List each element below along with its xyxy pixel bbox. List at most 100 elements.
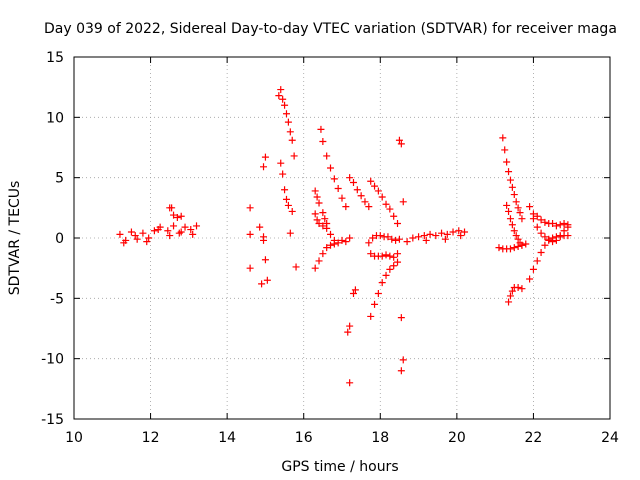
data-point — [177, 212, 185, 220]
data-point — [518, 241, 526, 249]
data-point — [346, 322, 354, 330]
data-point — [378, 279, 386, 287]
series-arc-17-75-18-4 — [367, 177, 402, 228]
chart-title: Day 039 of 2022, Sidereal Day-to-day VTE… — [44, 21, 617, 37]
data-point — [164, 227, 172, 235]
data-point — [374, 290, 382, 298]
data-point — [518, 285, 526, 293]
data-point — [282, 110, 290, 118]
data-point — [315, 220, 323, 228]
data-point — [120, 239, 128, 247]
x-tick-label: 20 — [448, 430, 466, 446]
series-arc-17-75-18-45-flat — [367, 250, 402, 261]
series-arc-17-7-18-4-low — [367, 258, 402, 320]
data-point — [495, 244, 503, 252]
data-point — [344, 328, 352, 336]
series-scatter-14-6-15-1 — [246, 153, 271, 288]
data-point — [346, 174, 354, 182]
data-point — [315, 257, 323, 265]
x-tick-label: 16 — [295, 430, 313, 446]
data-point — [386, 265, 394, 273]
data-point — [246, 204, 254, 212]
data-point — [150, 227, 158, 235]
series-scatter-17-1-17-4 — [344, 286, 359, 387]
data-point — [133, 235, 141, 243]
data-point — [279, 170, 287, 178]
data-point — [376, 232, 384, 240]
data-point — [449, 228, 457, 236]
data-point — [258, 280, 266, 288]
series-arc-16-45-17-1-high — [317, 125, 350, 211]
series-arc-16-3-16-6-mid — [311, 187, 331, 228]
data-point — [510, 244, 518, 252]
series-arc-15-35-15-6 — [275, 86, 296, 144]
data-point — [388, 235, 396, 243]
x-axis-label: GPS time / hours — [281, 459, 398, 475]
data-point — [506, 176, 514, 184]
x-tick-label: 12 — [142, 430, 160, 446]
data-point — [526, 275, 534, 283]
data-point — [127, 228, 135, 236]
data-point — [313, 216, 321, 224]
data-point — [334, 239, 342, 247]
data-point — [443, 230, 451, 238]
data-point — [441, 235, 449, 243]
data-point — [455, 227, 463, 235]
data-points — [116, 86, 572, 387]
data-point — [501, 146, 509, 154]
data-point — [397, 140, 405, 148]
data-point — [319, 222, 327, 230]
series-scatter-18-5 — [395, 136, 407, 375]
data-point — [181, 223, 189, 231]
y-tick-label: 10 — [46, 110, 64, 126]
data-point — [397, 314, 405, 322]
series-arc-21-2-21-7-high — [499, 134, 526, 223]
data-point — [560, 227, 568, 235]
data-point — [426, 230, 434, 238]
data-point — [279, 95, 287, 103]
data-point — [342, 203, 350, 211]
data-point — [351, 286, 359, 294]
data-point — [260, 236, 268, 244]
series-arc-16-3-17-2 — [311, 210, 354, 247]
x-tick-label: 22 — [525, 430, 543, 446]
data-point — [395, 136, 403, 144]
data-point — [395, 235, 403, 243]
data-point — [277, 159, 285, 167]
series-arc-21-9-22-9-rising — [526, 203, 572, 246]
data-point — [514, 204, 522, 212]
data-point — [261, 153, 269, 161]
data-point — [281, 101, 289, 109]
data-point — [371, 300, 379, 308]
data-point — [327, 230, 335, 238]
data-point — [403, 238, 411, 246]
data-point — [349, 178, 357, 186]
data-point — [552, 222, 560, 230]
data-point — [522, 240, 530, 248]
data-point — [139, 229, 147, 237]
data-point — [292, 263, 300, 271]
data-point — [319, 137, 327, 145]
y-tick-label: -5 — [50, 291, 64, 307]
y-tick-label: 5 — [55, 171, 64, 187]
data-point — [145, 234, 153, 242]
data-point — [506, 292, 514, 300]
data-point — [286, 229, 294, 237]
data-point — [284, 201, 292, 209]
data-point — [319, 250, 327, 258]
y-tick-label: -10 — [41, 352, 64, 368]
data-point — [286, 128, 294, 136]
data-point — [311, 210, 319, 218]
x-tick-label: 18 — [371, 430, 389, 446]
y-axis-label: SDTVAR / TECUs — [7, 181, 23, 296]
series-arc-16-3-16-8-low — [311, 240, 338, 272]
data-point — [170, 222, 178, 230]
data-point — [346, 379, 354, 387]
data-point — [508, 221, 516, 229]
data-point — [330, 240, 338, 248]
data-point — [173, 213, 181, 221]
data-point — [193, 222, 201, 230]
data-point — [386, 205, 394, 213]
data-point — [556, 232, 564, 240]
data-point — [330, 175, 338, 183]
